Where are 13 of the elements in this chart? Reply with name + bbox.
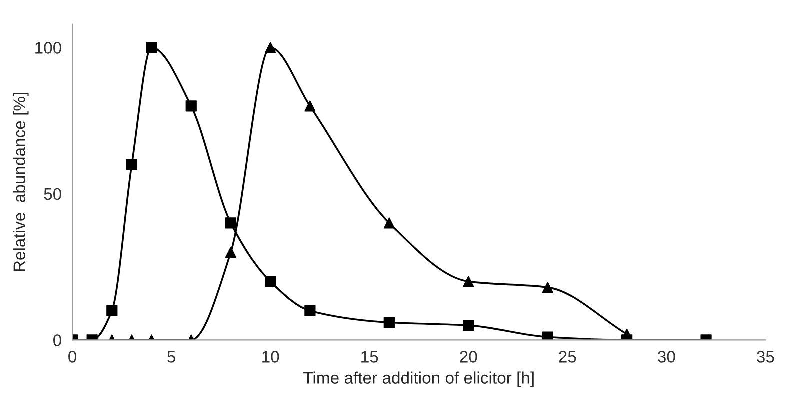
x-tick-label: 0 [68,351,77,363]
y-tick-label: 50 [44,188,62,200]
x-tick-label: 35 [757,351,774,363]
y-axis-title: Relative abundance [%] [13,93,29,272]
x-tick-label: 15 [362,351,378,363]
x-tick-label: 20 [460,351,478,363]
x-tick-label: 5 [168,351,176,363]
y-tick-label: 0 [54,334,62,346]
x-tick-label: 25 [559,351,576,363]
y-tick-label: 100 [36,42,62,54]
x-axis-title: Time after addition of elicitor [h] [304,372,534,388]
x-tick-label: 10 [262,351,280,363]
x-tick-label: 30 [658,351,676,363]
